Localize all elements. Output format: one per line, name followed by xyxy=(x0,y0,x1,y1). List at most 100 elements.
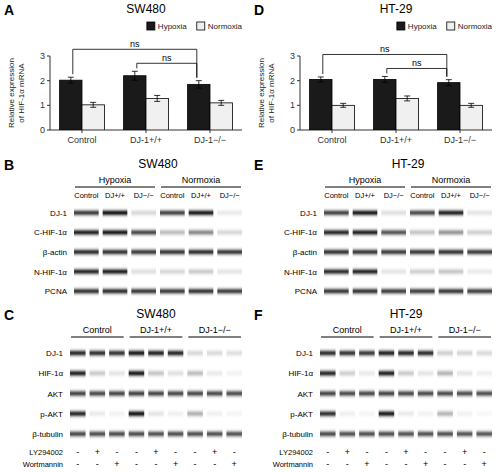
error-line xyxy=(471,103,472,107)
y-tick xyxy=(297,80,300,81)
row-label: DJ-1 xyxy=(50,209,67,218)
error-cap xyxy=(90,102,96,103)
error-cap xyxy=(340,103,346,104)
y-axis-label-line: of HIF-1α mRNA xyxy=(17,63,26,123)
figure: ASW4800123Relative expressionof HIF-1α m… xyxy=(0,0,500,472)
blot-band xyxy=(109,408,125,419)
row-label: AKT xyxy=(297,390,313,399)
blot-band xyxy=(476,368,492,379)
blot-band xyxy=(353,247,378,258)
blot-band xyxy=(103,266,128,277)
blot-band xyxy=(109,368,125,379)
legend-item: Hypoxia xyxy=(397,22,437,31)
blot-band xyxy=(109,348,125,359)
title: SW480 xyxy=(126,2,166,16)
bar xyxy=(396,98,418,130)
treatment-value: + xyxy=(232,459,237,469)
title: HT-29 xyxy=(392,157,425,171)
lane-label: Control xyxy=(160,191,185,200)
blot-band xyxy=(148,408,164,419)
group-line xyxy=(438,337,491,338)
blot-band xyxy=(381,286,406,297)
blot-band xyxy=(353,227,378,238)
blot-band xyxy=(437,408,453,419)
blot-band xyxy=(437,388,453,399)
error-bar xyxy=(340,103,346,107)
error-cap xyxy=(154,101,160,102)
blot-band xyxy=(187,348,203,359)
legend-item: Hypoxia xyxy=(147,22,187,31)
error-cap xyxy=(218,105,224,106)
blot-band xyxy=(340,348,356,359)
bar xyxy=(460,105,482,130)
blot-band xyxy=(189,247,214,258)
blot-band xyxy=(467,247,492,258)
y-tick xyxy=(297,105,300,106)
treatment-label: LY294002 xyxy=(279,448,313,457)
lane-label: DJ+/+ xyxy=(191,191,212,200)
blot-band xyxy=(418,368,434,379)
y-tick-label: 2 xyxy=(290,76,295,86)
blot-band xyxy=(160,266,185,277)
blot-band xyxy=(226,368,242,379)
blot-band xyxy=(131,247,156,258)
treatment-value: - xyxy=(346,459,349,469)
blot-band xyxy=(340,388,356,399)
row-label: C-HIF-1α xyxy=(284,228,317,237)
row-label: PCNA xyxy=(45,287,68,296)
lane-label: DJ−/− xyxy=(384,191,405,200)
error-cap xyxy=(90,107,96,108)
blot-band xyxy=(324,207,349,218)
annotation: ns xyxy=(380,44,390,54)
lane-label: DJ−/− xyxy=(470,191,491,200)
blot-band xyxy=(160,227,185,238)
error-cap xyxy=(468,103,474,104)
blot-band xyxy=(418,348,434,359)
treatment-value: - xyxy=(444,459,447,469)
blot-band xyxy=(207,348,223,359)
x-tick-label: Control xyxy=(317,135,346,145)
treatment-value: + xyxy=(364,459,369,469)
error-cap xyxy=(446,85,452,86)
treatment-value: - xyxy=(174,447,177,457)
y-axis xyxy=(50,56,51,130)
blot-band xyxy=(398,388,414,399)
blot-band xyxy=(189,207,214,218)
blot-band xyxy=(324,286,349,297)
blot-band xyxy=(168,348,184,359)
blot-band xyxy=(207,408,223,419)
treatment-value: + xyxy=(212,447,217,457)
x-tick-label: DJ-1−/− xyxy=(444,135,476,145)
error-bar xyxy=(196,81,202,88)
blot-band xyxy=(320,408,336,419)
blot-band xyxy=(217,266,242,277)
blot-band xyxy=(439,247,464,258)
bar xyxy=(188,84,210,130)
blot-band xyxy=(457,368,473,379)
panel-label: B xyxy=(4,157,14,173)
blot-band xyxy=(410,286,435,297)
y-axis xyxy=(300,56,301,130)
panel-label: A xyxy=(4,2,14,18)
x-tick xyxy=(396,130,397,133)
blot-band xyxy=(207,368,223,379)
blot-band xyxy=(379,388,395,399)
blot-band xyxy=(187,388,203,399)
blot-band xyxy=(129,368,145,379)
bands xyxy=(70,348,242,440)
treatment-value: + xyxy=(114,459,119,469)
error-cap xyxy=(218,100,224,101)
blot-band xyxy=(109,428,125,439)
blot-band xyxy=(129,428,145,439)
treatment-value: - xyxy=(96,459,99,469)
treatment-value: - xyxy=(115,447,118,457)
blot-band xyxy=(324,247,349,258)
blot-band xyxy=(148,428,164,439)
blot-band xyxy=(457,428,473,439)
bracket-line xyxy=(137,63,197,77)
lane-label: DJ+/+ xyxy=(105,191,126,200)
blot-band xyxy=(189,227,214,238)
x-tick xyxy=(332,130,333,133)
error-bar xyxy=(318,77,324,82)
blot-band xyxy=(129,348,145,359)
